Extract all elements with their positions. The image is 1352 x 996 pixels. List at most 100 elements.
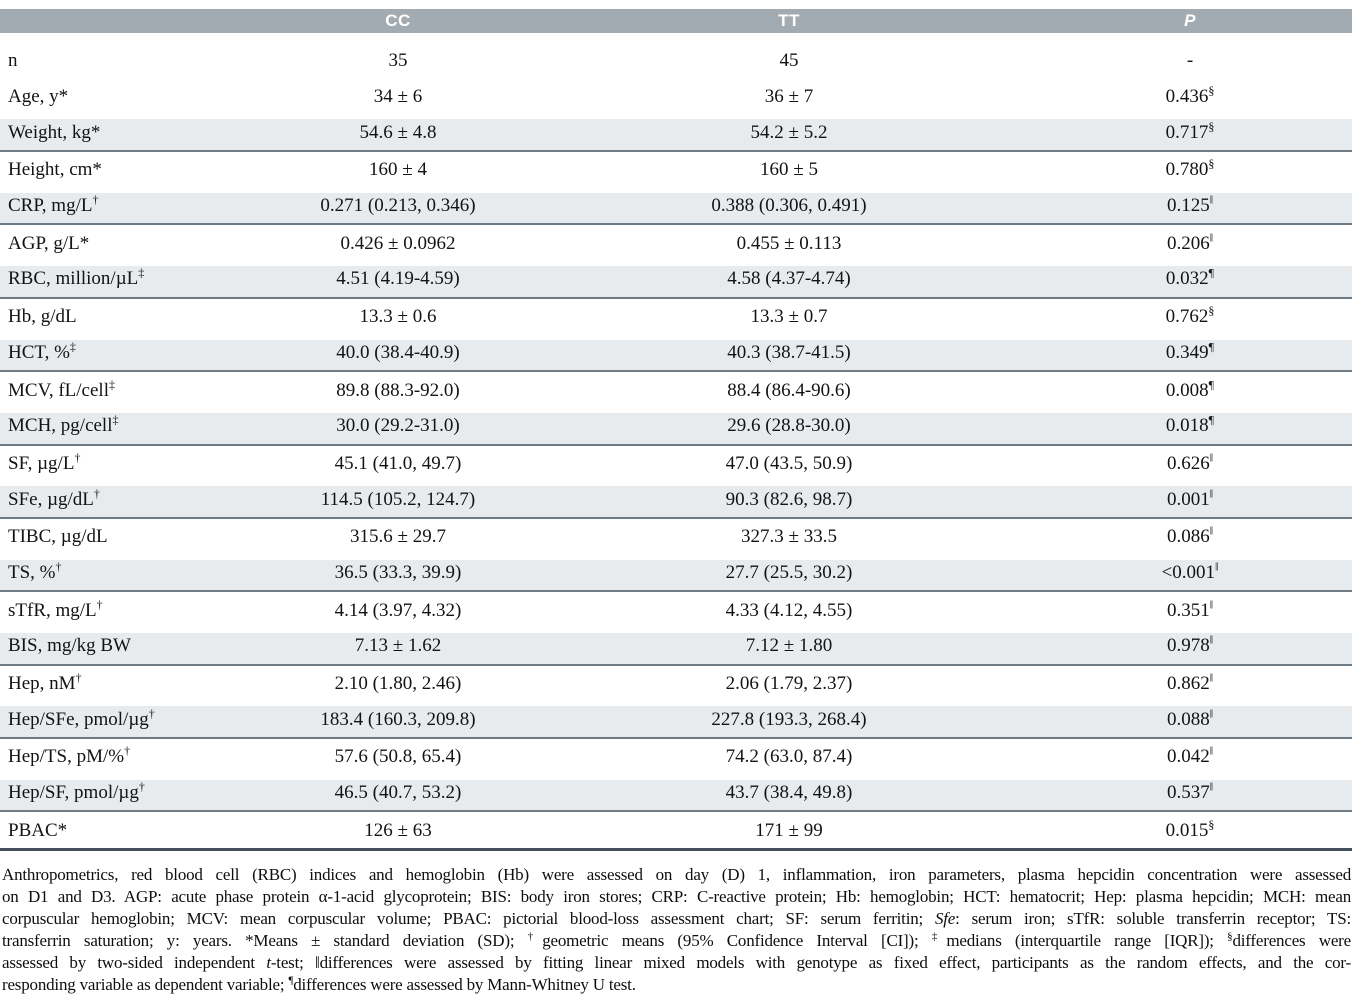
table-row: Hb, g/dL 13.3 ± 0.6 13.3 ± 0.7 0.762§ bbox=[0, 298, 1352, 335]
p-value: 0.717§ bbox=[988, 114, 1352, 153]
row-label: SF, µg/L† bbox=[8, 450, 81, 474]
footnote-marker: † bbox=[74, 450, 81, 465]
footnote-marker: ‖ bbox=[1209, 597, 1214, 612]
column-header-empty bbox=[0, 9, 206, 33]
table-row: RBC, million/µL‡ 4.51 (4.19-4.59) 4.58 (4.… bbox=[0, 261, 1352, 299]
table-row: MCH, pg/cell‡ 30.0 (29.2-31.0) 29.6 (28.8-… bbox=[0, 407, 1352, 446]
footnote-marker: § bbox=[1208, 157, 1215, 172]
tt-value: 74.2 (63.0, 87.4) bbox=[725, 746, 853, 768]
footnote-marker: † bbox=[124, 744, 131, 759]
footnote-marker: ‖ bbox=[1209, 523, 1214, 538]
tt-value: 4.33 (4.12, 4.55) bbox=[725, 599, 853, 621]
p-value: 0.780§ bbox=[1165, 157, 1215, 181]
row-label: TS, %† bbox=[0, 554, 206, 593]
footnote-marker: § bbox=[1208, 303, 1215, 318]
table-row: CRP, mg/L† 0.271 (0.213, 0.346) 0.388 (0.3… bbox=[0, 187, 1352, 226]
footnote-marker: ‡ bbox=[108, 377, 115, 392]
footnote-marker: † bbox=[55, 559, 62, 574]
tt-value: 2.06 (1.79, 2.37) bbox=[725, 673, 853, 695]
row-label: RBC, million/µL‡ bbox=[0, 261, 206, 299]
footnote-line: corpuscular hemoglobin; MCV: mean corpus… bbox=[2, 909, 1351, 929]
p-value: 0.762§ bbox=[1165, 303, 1215, 328]
table-row: Hep/SF, pmol/µg† 46.5 (40.7, 53.2) 43.7 (3… bbox=[0, 774, 1352, 813]
table-row: n 35 45 - bbox=[0, 33, 1352, 79]
footnote-marker: ¶ bbox=[1208, 377, 1215, 392]
footnote-marker: ‖ bbox=[1209, 633, 1214, 648]
p-value: 0.018¶ bbox=[988, 407, 1352, 446]
footnote-marker: § bbox=[1208, 83, 1215, 98]
p-value: 0.436§ bbox=[1165, 83, 1215, 108]
tt-value: 88.4 (86.4-90.6) bbox=[727, 379, 851, 401]
footnote-marker: § bbox=[1208, 817, 1215, 832]
row-label: Age, y* bbox=[8, 86, 69, 108]
table-row: Hep, nM† 2.10 (1.80, 2.46) 2.06 (1.79, 2.3… bbox=[0, 665, 1352, 702]
row-label: SFe, µg/dL† bbox=[0, 481, 206, 519]
cc-value: 0.271 (0.213, 0.346) bbox=[206, 187, 590, 226]
row-label: AGP, g/L* bbox=[8, 232, 90, 254]
footnote-marker: ‖ bbox=[1215, 559, 1219, 574]
tt-value: 13.3 ± 0.7 bbox=[750, 306, 828, 328]
footnote-marker: ‖ bbox=[1209, 706, 1214, 721]
table-row: SFe, µg/dL† 114.5 (105.2, 124.7) 90.3 (82.… bbox=[0, 481, 1352, 519]
table-row: HCT, %‡ 40.0 (38.4-40.9) 40.3 (38.7-41.5) 0… bbox=[0, 334, 1352, 373]
tt-value: 43.7 (38.4, 49.8) bbox=[590, 774, 988, 813]
column-header-p: P bbox=[988, 9, 1352, 33]
footnote-marker: † bbox=[92, 192, 99, 207]
p-value: 0.042‖ bbox=[1166, 744, 1214, 768]
footnote-marker: § bbox=[1208, 119, 1215, 134]
p-value: <0.001‖ bbox=[988, 554, 1352, 593]
cc-value: 54.6 ± 4.8 bbox=[206, 114, 590, 153]
footnote-line: transferrin saturation; y: years. *Means… bbox=[2, 930, 1351, 951]
table-row: sTfR, mg/L† 4.14 (3.97, 4.32) 4.33 (4.12, … bbox=[0, 591, 1352, 628]
footnote-line: assessed by two-sided independent t-test… bbox=[2, 953, 1351, 973]
row-label: TIBC, µg/dL bbox=[8, 526, 108, 548]
row-label: Height, cm* bbox=[8, 159, 102, 181]
table-body: n 35 45 - Age, y* 34 ± 6 36 ± 7 0.436§ Weight, k… bbox=[0, 33, 1352, 852]
table-row: BIS, mg/kg BW 7.13 ± 1.62 7.12 ± 1.80 0.978… bbox=[0, 628, 1352, 666]
footnote-marker: ‡ bbox=[112, 412, 119, 427]
cc-value: 315.6 ± 29.7 bbox=[350, 526, 446, 548]
row-label: Hb, g/dL bbox=[8, 306, 77, 328]
p-value: 0.626‖ bbox=[1166, 450, 1214, 474]
cc-value: 34 ± 6 bbox=[373, 86, 423, 108]
footnote-marker: ¶ bbox=[1208, 412, 1215, 427]
tt-value: 29.6 (28.8-30.0) bbox=[590, 407, 988, 446]
table-header: CC TT P bbox=[0, 9, 1352, 33]
row-label: PBAC* bbox=[0, 811, 206, 852]
footnote-marker: ‖ bbox=[1209, 230, 1214, 245]
table-row: SF, µg/L† 45.1 (41.0, 49.7) 47.0 (43.5, 50… bbox=[0, 445, 1352, 482]
cc-value: 126 ± 63 bbox=[206, 811, 590, 852]
footnote-marker: ‖ bbox=[1209, 779, 1214, 794]
p-value: 0.001‖ bbox=[988, 481, 1352, 519]
tt-value: 54.2 ± 5.2 bbox=[590, 114, 988, 153]
cc-value: 89.8 (88.3-92.0) bbox=[336, 379, 460, 401]
column-header-cc: CC bbox=[206, 9, 590, 33]
table-row: AGP, g/L* 0.426 ± 0.0962 0.455 ± 0.113 0.20… bbox=[0, 224, 1352, 261]
table-row: TS, %† 36.5 (33.3, 39.9) 27.7 (25.5, 30.2)… bbox=[0, 554, 1352, 593]
row-label: CRP, mg/L† bbox=[0, 187, 206, 226]
p-value: 0.088‖ bbox=[988, 701, 1352, 740]
footnote-line: on D1 and D3. AGP: acute phase protein α… bbox=[2, 887, 1351, 907]
tt-value: 36 ± 7 bbox=[764, 86, 814, 108]
p-value: 0.086‖ bbox=[1166, 523, 1214, 548]
table-row: Hep/SFe, pmol/µg† 183.4 (160.3, 209.8) 227… bbox=[0, 701, 1352, 740]
cc-value: 36.5 (33.3, 39.9) bbox=[206, 554, 590, 593]
tt-value: 47.0 (43.5, 50.9) bbox=[725, 452, 853, 474]
row-label: Hep/SFe, pmol/µg† bbox=[0, 701, 206, 740]
tt-value: 160 ± 5 bbox=[760, 159, 818, 181]
tt-value: 27.7 (25.5, 30.2) bbox=[590, 554, 988, 593]
cc-value: 30.0 (29.2-31.0) bbox=[206, 407, 590, 446]
row-label: Hep, nM† bbox=[8, 670, 82, 695]
tt-value: 45 bbox=[779, 50, 799, 72]
row-label: sTfR, mg/L† bbox=[8, 597, 103, 621]
table-row: PBAC* 126 ± 63 171 ± 99 0.015§ bbox=[0, 811, 1352, 852]
journal-table-figure: CC TT P n 35 45 - Age, y* 34 ± 6 36 ± 7 0.436§ W… bbox=[0, 9, 1352, 996]
p-value: 0.206‖ bbox=[1166, 230, 1214, 254]
footnote-marker: ‖ bbox=[1209, 450, 1214, 465]
results-table: CC TT P n 35 45 - Age, y* 34 ± 6 36 ± 7 0.436§ W… bbox=[0, 9, 1352, 852]
footnote-marker: † bbox=[96, 597, 103, 612]
footnote-line: Anthropometrics, red blood cell (RBC) in… bbox=[2, 865, 1351, 885]
cc-value: 35 bbox=[388, 50, 408, 72]
footnote-marker: † bbox=[148, 706, 155, 721]
tt-value: 227.8 (193.3, 268.4) bbox=[590, 701, 988, 740]
